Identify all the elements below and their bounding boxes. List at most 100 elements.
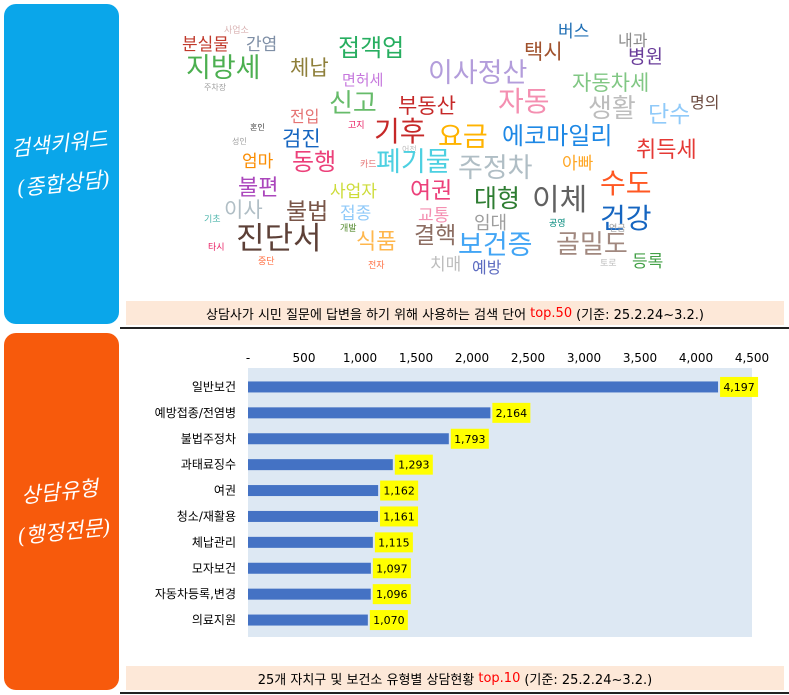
data-label: 1,096 [376, 588, 408, 601]
data-label-background [369, 610, 408, 631]
data-label: 1,115 [378, 536, 410, 549]
cloud-word: 지방세 [186, 53, 261, 84]
cloud-word: 불법 [286, 199, 329, 225]
section-label-line-2: (행정전문) [15, 514, 112, 549]
data-label-background [372, 558, 411, 579]
data-label: 1,162 [383, 485, 415, 498]
cloud-word: 성인 [232, 137, 247, 146]
cloud-word: 요금 [438, 122, 488, 153]
cloud-word: 동행 [292, 148, 337, 176]
cloud-word: 진단서 [236, 221, 322, 257]
cloud-word: 이체 [532, 183, 588, 218]
caption-text: 상담사가 시민 질문에 답변을 하기 위해 사용하는 검색 단어 [206, 307, 527, 323]
x-tick-label: 3,500 [623, 351, 657, 365]
caption-text: 25개 자치구 및 보건소 유형별 상담현황 [257, 672, 475, 688]
cloud-word: 등록 [632, 252, 664, 272]
cloud-word: 접종 [340, 204, 372, 224]
word-cloud: 사업소 분실물 간염 접객업 버스 내과 지방세 체납 택시 병원 주차장 면허세 이사정산 자동차세 신고… [124, 0, 789, 300]
x-tick-label: 500 [293, 351, 316, 365]
caption-highlight: top.50 [530, 305, 573, 321]
category-label: 일반보건 [192, 380, 236, 394]
category-label: 의료지원 [192, 613, 236, 627]
bottom-divider [120, 692, 789, 694]
cloud-word: 수도 [600, 167, 652, 200]
cloud-word: 치매 [430, 255, 462, 275]
cloud-word: 내과 [618, 31, 648, 50]
cloud-word: 전입 [290, 107, 320, 126]
cloud-word: 면허세 [342, 71, 384, 89]
cloud-word: 건강 [600, 202, 652, 235]
cloud-word: 어전 [402, 145, 417, 154]
data-label: 1,793 [454, 433, 486, 446]
cloud-word: 자동 [498, 85, 550, 118]
cloud-word: 결핵 [414, 223, 457, 249]
cloud-word: 분실물 [182, 35, 229, 55]
data-label-background [380, 480, 419, 501]
section-divider [120, 327, 789, 329]
cloud-word: 폐기물 [376, 147, 451, 178]
data-label: 2,164 [496, 407, 528, 420]
cloud-word: 아빠 [562, 154, 594, 174]
data-label-background [380, 506, 419, 527]
bar-chart-caption: 25개 자치구 및 보건소 유형별 상담현황 top.10 (기준: 25.2.… [126, 666, 784, 690]
category-label: 모자보건 [192, 561, 236, 575]
x-tick-label: 2,500 [511, 351, 545, 365]
cloud-word: 불편 [238, 176, 279, 201]
cloud-word: 임대 [474, 213, 508, 234]
bar [248, 588, 371, 600]
cloud-word: 보건증 [458, 230, 533, 261]
section-label-search-keywords: 검색키워드 (종합상담) [4, 4, 119, 324]
cloud-word: 골밀도 [556, 230, 628, 260]
section-label-line-1: 상담유형 [19, 475, 100, 508]
cloud-word: 카드 [360, 160, 377, 170]
cloud-word: 이사정산 [428, 58, 528, 89]
category-label: 자동차등록,변경 [155, 587, 236, 601]
section-label-line-2: (종합상담) [15, 167, 112, 201]
cloud-word: 토로 [600, 259, 617, 269]
cloud-word: 생활 [588, 94, 636, 124]
cloud-word: 사업자 [330, 182, 377, 202]
cloud-word: 자동차세 [572, 71, 650, 95]
caption-period: (기준: 25.2.24~3.2.) [576, 307, 704, 323]
data-label-background [394, 454, 433, 475]
cloud-word: 대형 [474, 184, 521, 213]
cloud-word: 타시 [208, 243, 225, 253]
cloud-word: 중단 [258, 257, 275, 267]
cloud-word: 택시 [524, 40, 563, 64]
cloud-word: 신고 [329, 89, 377, 119]
bar [248, 614, 368, 626]
cloud-word: 주정차 [458, 153, 533, 184]
cloud-word: 병원 [628, 46, 663, 68]
cloud-word: 간염 [246, 35, 278, 55]
cloud-word: 기후 [374, 115, 426, 148]
cloud-word: 이사 [224, 198, 263, 222]
cloud-word: 체납 [290, 56, 329, 80]
cloud-word: 예방 [472, 258, 502, 277]
category-label: 여권 [214, 484, 236, 498]
data-label: 1,293 [398, 459, 430, 472]
cloud-word: 접객업 [338, 34, 405, 62]
cloud-word: 부동산 [398, 94, 456, 118]
data-label: 1,070 [373, 614, 405, 627]
caption-highlight: top.10 [478, 670, 521, 686]
bar [248, 562, 371, 574]
category-label: 체납관리 [192, 535, 236, 549]
cloud-word: 취득세 [636, 138, 697, 163]
x-tick-label: - [246, 351, 250, 365]
cloud-word: 버스 [558, 22, 590, 42]
cloud-word: 단수 [648, 102, 691, 128]
bar [248, 536, 373, 548]
x-tick-label: 4,500 [735, 351, 769, 365]
cloud-word: 사업소 [224, 26, 249, 36]
bar [248, 381, 719, 393]
x-tick-label: 4,000 [679, 351, 713, 365]
data-label-background [450, 428, 489, 449]
bar [248, 485, 379, 497]
cloud-word: 전자 [368, 261, 385, 271]
cloud-word: 기초 [204, 215, 221, 225]
word-cloud-caption: 상담사가 시민 질문에 답변을 하기 위해 사용하는 검색 단어 top.50 … [126, 301, 784, 325]
category-label: 청소/재활용 [177, 509, 236, 523]
cloud-word: 연금 [609, 224, 626, 234]
cloud-word: 엄마 [242, 152, 274, 172]
cloud-word: 에코마일리 [502, 122, 613, 150]
